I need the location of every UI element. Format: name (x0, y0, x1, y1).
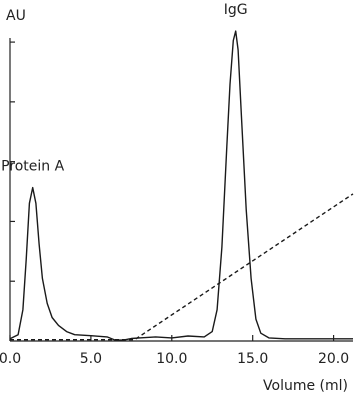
x-tick-label-3: 15.0 (237, 351, 268, 367)
absorbance-trace (9, 30, 353, 341)
peak-label-1: IgG (224, 2, 248, 18)
gradient-line (10, 193, 354, 341)
x-tick-label-2: 10.0 (156, 351, 187, 367)
series-layer (9, 30, 354, 341)
peak-label-0: Protein A (1, 159, 65, 175)
x-axis-label: Volume (ml) (263, 378, 348, 394)
annotations: Protein A IgG (1, 2, 248, 175)
x-tick-label-0: 0.0 (0, 351, 21, 367)
x-tick-label-4: 20.0 (318, 351, 349, 367)
y-axis-label: AU (6, 8, 26, 24)
axes: 0.0 5.0 10.0 15.0 20.0 (0, 38, 353, 367)
x-tick-label-1: 5.0 (80, 351, 102, 367)
